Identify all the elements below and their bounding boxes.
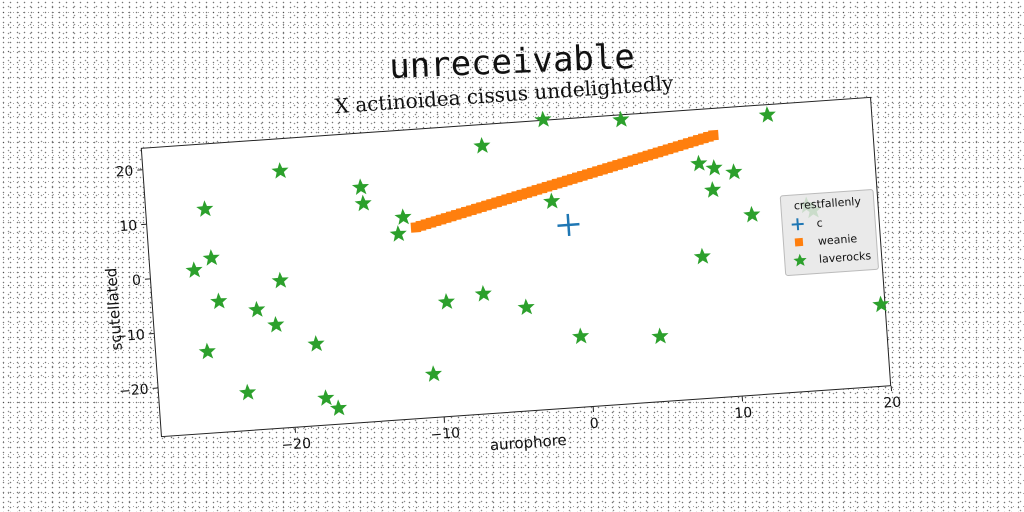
- y-tick-label: −10: [115, 327, 146, 345]
- laverocks-point: [572, 327, 590, 345]
- laverocks-point: [307, 335, 325, 352]
- plus-marker-icon: [791, 218, 804, 231]
- laverocks-point: [202, 249, 220, 266]
- laverocks-point: [329, 399, 348, 416]
- laverocks-point: [389, 225, 407, 242]
- chart-figure: X actinoidea cissus undelightedly −20 −10…: [102, 71, 902, 455]
- y-tick-label: 20: [115, 163, 134, 180]
- c-point: [557, 213, 580, 236]
- laverocks-point: [693, 247, 711, 265]
- y-tick-label: 10: [119, 218, 138, 235]
- x-tick-label: 0: [589, 416, 599, 433]
- laverocks-point: [394, 208, 412, 225]
- laverocks-point: [198, 342, 216, 360]
- legend-label: laverocks: [818, 248, 872, 266]
- laverocks-point: [271, 162, 289, 179]
- laverocks-point: [651, 327, 669, 345]
- laverocks-point: [758, 106, 776, 123]
- y-axis-label: scutellated: [102, 267, 126, 352]
- laverocks-point: [239, 383, 257, 401]
- laverocks-point: [267, 315, 285, 333]
- laverocks-point: [612, 110, 630, 128]
- legend-entry-weanie: weanie: [789, 228, 870, 252]
- laverocks-point: [351, 178, 370, 195]
- laverocks-point: [704, 181, 722, 198]
- laverocks-point: [271, 271, 289, 289]
- laverocks-point: [690, 154, 708, 172]
- weanie-point: [708, 129, 719, 141]
- laverocks-point: [534, 110, 552, 128]
- laverocks-point: [517, 298, 535, 316]
- laverocks-point: [872, 295, 890, 313]
- legend-entry-laverocks: laverocks: [791, 246, 872, 270]
- legend-label: weanie: [817, 231, 858, 248]
- laverocks-point: [743, 205, 761, 223]
- x-tick-label: 20: [883, 394, 902, 411]
- star-marker-icon: [793, 253, 807, 267]
- legend: crestfallenly c weanie laverocks: [779, 188, 880, 277]
- legend-entry-c: c: [788, 210, 869, 234]
- laverocks-point: [354, 194, 372, 212]
- laverocks-point: [248, 300, 266, 318]
- laverocks-point: [705, 159, 723, 176]
- axis-ticks: −20 −10 0 10 20 −20 −10 0 10 20: [115, 163, 902, 454]
- laverocks-point: [473, 136, 491, 154]
- laverocks-point: [474, 284, 492, 302]
- x-tick-label: −20: [281, 436, 312, 454]
- laverocks-point: [424, 365, 442, 382]
- laverocks-point: [317, 389, 335, 406]
- x-tick-label: −10: [430, 425, 461, 443]
- square-marker-icon: [794, 237, 804, 247]
- laverocks-point: [210, 292, 228, 310]
- y-tick-label: −20: [119, 382, 150, 400]
- legend-label: c: [816, 216, 824, 230]
- laverocks-point: [437, 293, 455, 310]
- chart-svg: −20 −10 0 10 20 −20 −10 0 10 20: [115, 106, 902, 454]
- laverocks-point: [543, 192, 561, 210]
- laverocks-point: [185, 261, 203, 278]
- x-tick-label: 10: [734, 405, 753, 422]
- laverocks-point: [725, 163, 743, 180]
- y-tick-label: 0: [132, 273, 142, 290]
- laverocks-point: [196, 200, 214, 217]
